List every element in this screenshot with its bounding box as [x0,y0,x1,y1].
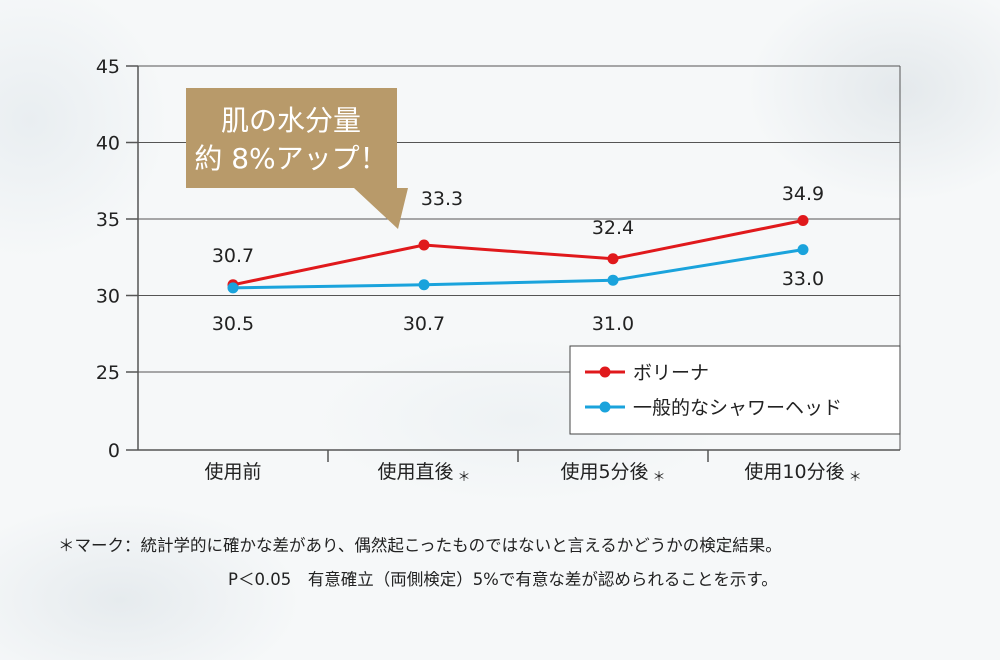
data-label: 30.7 [212,245,254,267]
y-tick-label: 40 [96,133,120,155]
footnote-line-2: P＜0.05 有意確立（両側検定）5%で有意な差が認められることを示す。 [228,570,778,589]
data-point [797,244,809,256]
data-point [607,253,619,265]
callout-line-2: 約 8%アップ！ [194,142,387,175]
x-category-label: 使用10分後＊ [744,461,861,485]
data-label: 32.4 [592,217,634,239]
x-axis: 使用前 使用直後＊ 使用5分後＊ 使用10分後＊ [138,449,900,485]
significance-mark: ＊ [653,470,666,485]
x-category-label: 使用前 [204,461,261,483]
data-point [227,282,239,294]
data-point [418,239,430,251]
significance-mark: ＊ [458,470,471,485]
series-line-0 [232,219,804,287]
y-tick-label: 0 [108,440,120,462]
data-label: 30.5 [212,313,254,335]
data-label: 33.3 [421,188,463,210]
x-category-label: 使用直後＊ [377,461,470,485]
series-line-1 [232,248,804,290]
legend-swatch-dot [599,366,611,378]
data-label: 30.7 [403,313,445,335]
data-label: 33.0 [782,268,824,290]
legend-entry: 一般的なシャワーヘッド [633,397,842,419]
data-point [607,274,619,286]
legend-swatch-dot [599,401,611,413]
y-tick-label: 35 [96,209,120,231]
legend-entry: ボリーナ [633,362,709,384]
y-tick-label: 45 [96,56,120,78]
y-tick-label: 25 [96,362,120,384]
data-label: 31.0 [592,313,634,335]
significance-mark: ＊ [849,470,862,485]
callout-bubble [186,88,408,229]
callout-line-1: 肌の水分量 [221,104,361,137]
y-tick-label: 30 [96,286,120,308]
footnote-line-1: ＊マーク：統計学的に確かな差があり、偶然起こったものではないと言えるかどうかの検… [58,536,782,555]
y-axis: 0 25 30 35 40 45 [96,56,139,462]
data-label: 34.9 [782,183,824,205]
data-point [797,215,809,227]
series-group: 30.7 33.3 32.4 34.9 30.5 30.7 31.0 33.0 [212,183,824,335]
data-point [418,279,430,291]
legend-box [569,345,901,435]
x-category-label: 使用5分後＊ [560,461,665,485]
